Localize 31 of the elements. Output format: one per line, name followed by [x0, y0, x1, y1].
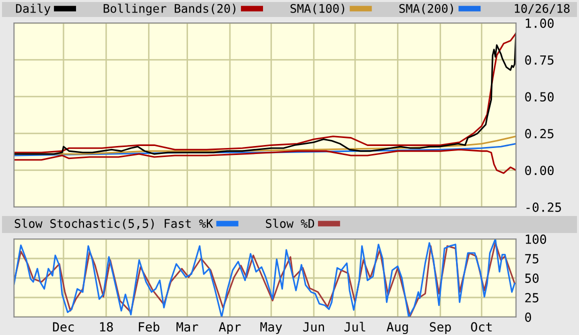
y-tick-label: 0.50: [525, 92, 554, 102]
legend-label: Bollinger Bands(20): [104, 4, 236, 16]
legend-label: Slow %D: [266, 218, 314, 228]
y-tick-label: 25: [525, 293, 538, 302]
y-tick-label: -0.25: [526, 202, 561, 212]
x-tick-label: Oct: [471, 322, 492, 332]
y-tick-label: 0: [525, 312, 532, 322]
legend-label: Daily: [16, 4, 50, 16]
x-tick-label: Sep: [430, 322, 451, 334]
x-tick-label: Mar: [176, 322, 198, 332]
legend-label: SMA(100): [290, 4, 344, 14]
x-tick-label: Jun: [303, 322, 324, 332]
y-tick-label: 75: [525, 254, 538, 264]
x-tick-label: May: [260, 322, 282, 334]
line-series: [14, 148, 516, 174]
y-tick-label: 0.75: [525, 55, 554, 65]
legend-label: Fast %K: [164, 219, 214, 228]
y-tick-label: 50: [525, 274, 539, 283]
x-tick-label: 18: [100, 322, 113, 332]
legend-label: SMA(200): [399, 4, 453, 14]
x-tick-label: Dec: [53, 322, 74, 332]
y-tick-label: 1.00: [526, 18, 554, 28]
chart-title: Slow Stochastic(5,5): [14, 218, 154, 230]
x-tick-label: Aug: [386, 322, 408, 334]
text: 10/26/18: [514, 4, 570, 14]
y-tick-label: 0.25: [525, 128, 554, 138]
y-tick-label: 100: [526, 234, 546, 244]
x-tick-label: Feb: [138, 322, 160, 332]
x-tick-label: Jul: [344, 322, 366, 332]
y-tick-label: 0.00: [525, 166, 554, 176]
x-tick-label: Apr: [218, 322, 241, 334]
